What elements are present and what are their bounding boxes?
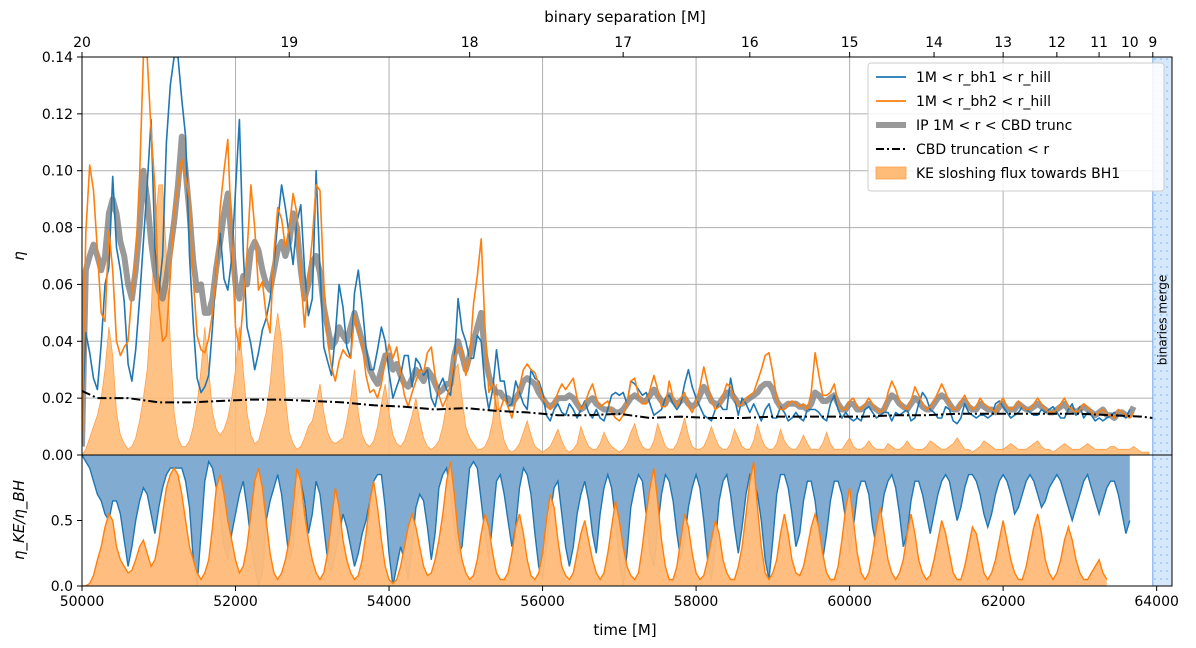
top-tick-label-10: 10	[1121, 35, 1139, 51]
upper-y-tick-label-2: 0.04	[42, 334, 73, 350]
legend-label-2: IP 1M < r < CBD trunc	[916, 118, 1072, 134]
top-axis-title: binary separation [M]	[544, 8, 705, 26]
top-tick-label-11: 9	[1148, 35, 1157, 51]
legend: 1M < r_bh1 < r_hill 1M < r_bh2 < r_hill IP…	[867, 62, 1165, 192]
series-cbd-truncation-line	[82, 390, 1153, 420]
upper-y-tick-label-3: 0.06	[42, 277, 73, 293]
x-tick-label-1: 52000	[213, 594, 258, 610]
top-axis-ticks: 20 19 18 17 16 15 14 13 12 11 10 9	[73, 35, 1157, 57]
upper-y-tick-label-1: 0.02	[42, 391, 73, 407]
top-tick-label-1: 19	[280, 35, 298, 51]
lower-area-0	[82, 455, 1130, 586]
upper-y-axis-title: η	[10, 251, 28, 261]
top-tick-label-9: 11	[1090, 35, 1108, 51]
legend-swatch-4	[875, 166, 907, 180]
top-tick-label-2: 18	[461, 35, 479, 51]
bottom-axis-ticks: 50000 52000 54000 56000 58000 60000 62000 64000	[60, 586, 1179, 610]
top-tick-label-4: 16	[741, 35, 759, 51]
legend-label-0: 1M < r_bh1 < r_hill	[916, 70, 1051, 86]
top-tick-label-8: 12	[1048, 35, 1066, 51]
series-bh2-line	[82, 57, 1135, 433]
top-tick-label-6: 14	[925, 35, 943, 51]
upper-y-tick-label-4: 0.08	[42, 221, 73, 237]
upper-panel-plot	[82, 57, 1153, 455]
upper-y-ticks: 0.00 0.02 0.04 0.06 0.08 0.10 0.12 0.14	[42, 50, 82, 464]
series-bh1-line	[82, 57, 1131, 425]
x-tick-label-2: 54000	[367, 594, 412, 610]
legend-label-1: 1M < r_bh2 < r_hill	[916, 94, 1051, 110]
x-tick-label-0: 50000	[60, 594, 105, 610]
top-tick-label-0: 20	[73, 35, 91, 51]
lower-panel-plot	[82, 455, 1131, 586]
lower-y-ticks: 0.0 0.5	[51, 514, 82, 595]
upper-y-tick-label-0: 0.00	[42, 448, 73, 464]
lower-y-tick-label-1: 0.5	[51, 514, 73, 530]
legend-box	[867, 62, 1165, 192]
x-tick-label-5: 60000	[827, 594, 872, 610]
upper-y-tick-label-5: 0.10	[42, 164, 73, 180]
x-tick-label-3: 56000	[520, 594, 565, 610]
top-tick-label-7: 13	[994, 35, 1012, 51]
lower-y-tick-label-0: 0.0	[51, 579, 73, 595]
series-ke-sloshing-flux-area	[82, 184, 1150, 455]
upper-y-tick-label-7: 0.14	[42, 50, 73, 66]
x-axis-title: time [M]	[593, 621, 656, 639]
x-tick-label-7: 64000	[1134, 594, 1179, 610]
lower-line-1	[82, 461, 1108, 586]
merge-label: binaries merge	[1155, 275, 1169, 365]
top-tick-label-3: 17	[614, 35, 632, 51]
lower-area-1	[82, 461, 1107, 586]
legend-label-3: CBD truncation < r	[916, 142, 1049, 158]
x-tick-label-6: 62000	[981, 594, 1026, 610]
top-tick-label-5: 15	[841, 35, 859, 51]
lower-y-axis-title: η_KE/η_BH	[10, 480, 29, 560]
legend-label-4: KE sloshing flux towards BH1	[916, 166, 1120, 182]
x-tick-label-4: 58000	[674, 594, 719, 610]
upper-y-tick-label-6: 0.12	[42, 107, 73, 123]
